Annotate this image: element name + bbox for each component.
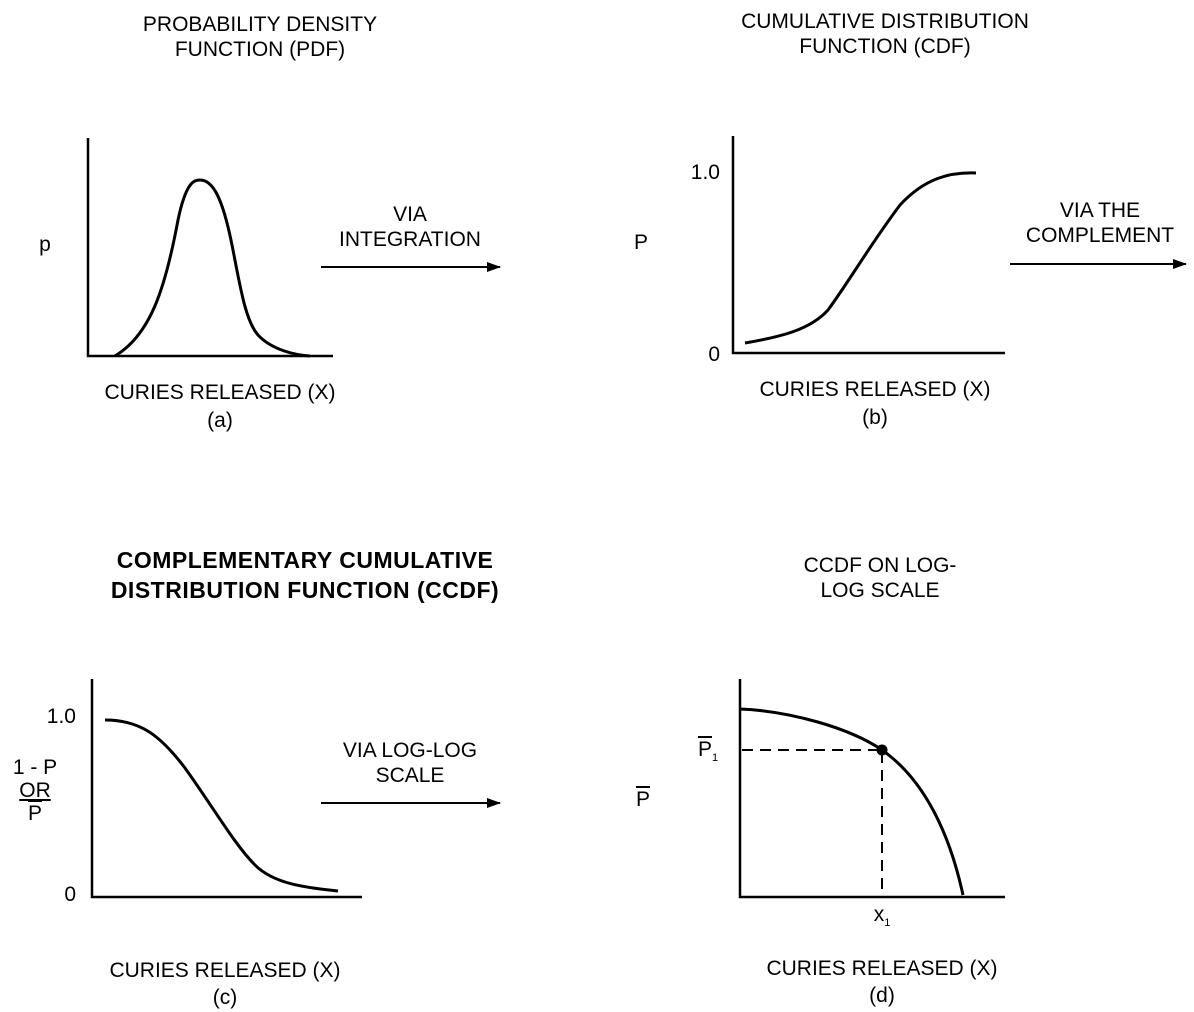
- integration-line1: VIA: [393, 203, 427, 226]
- ccdf-y-tick-top: 1.0: [46, 705, 76, 728]
- pdf-title: PROBABILITY DENSITY FUNCTION (PDF): [110, 12, 410, 62]
- pdf-axes: [86, 138, 333, 358]
- ccdf-x-label: CURIES RELEASED (X): [109, 959, 341, 982]
- cdf-y-tick-bottom: 0: [708, 343, 720, 366]
- pdf-title-line2: FUNCTION (PDF): [174, 38, 346, 61]
- cdf-title: CUMULATIVE DISTRIBUTION FUNCTION (CDF): [720, 9, 1050, 59]
- complement-line1: VIA THE: [1059, 199, 1141, 222]
- cdf-y-label: P: [633, 231, 648, 254]
- ccdf-y-tick-bottom: 0: [64, 883, 76, 906]
- loglog-title-line1: CCDF ON LOG-: [803, 554, 957, 577]
- highlighted-point: [876, 744, 888, 756]
- cdf-y-tick-top: 1.0: [690, 161, 720, 184]
- cdf-title-line2: FUNCTION (CDF): [799, 35, 971, 58]
- ccdf-title: COMPLEMENTARY CUMULATIVE DISTRIBUTION FU…: [70, 545, 540, 605]
- loglog-line2: SCALE: [375, 764, 445, 787]
- cdf-curve: [744, 171, 977, 345]
- loglog-line1: VIA LOG-LOG: [342, 739, 478, 762]
- cdf-axes: [731, 136, 1005, 355]
- ccdf-caption: (c): [212, 986, 238, 1009]
- cdf-caption: (b): [862, 406, 888, 429]
- loglog-x-label: CURIES RELEASED (X): [766, 957, 998, 980]
- point-x-label: x1: [862, 902, 902, 936]
- ccdf-y-label-line1: 1 - P: [12, 756, 58, 779]
- ccdf-y-label-line3: P: [27, 802, 42, 825]
- loglog-text: VIA LOG-LOG SCALE: [315, 738, 505, 788]
- point-x-label-main: x: [873, 903, 885, 926]
- pdf-x-label: CURIES RELEASED (X): [104, 381, 336, 404]
- loglog-curve: [739, 707, 965, 896]
- point-y-label-sub: 1: [712, 752, 719, 765]
- integration-line2: INTEGRATION: [339, 228, 481, 251]
- loglog-y-label: P: [635, 788, 650, 811]
- complement-text: VIA THE COMPLEMENT: [1010, 198, 1190, 248]
- ccdf-y-label: 1 - P OR P: [5, 756, 65, 825]
- loglog-caption: (d): [869, 984, 895, 1007]
- ccdf-title-line2: DISTRIBUTION FUNCTION (CCDF): [110, 577, 500, 603]
- integration-text: VIA INTEGRATION: [315, 202, 505, 252]
- ccdf-title-line1: COMPLEMENTARY CUMULATIVE: [116, 547, 494, 573]
- loglog-title: CCDF ON LOG- LOG SCALE: [780, 553, 980, 603]
- pdf-title-line1: PROBABILITY DENSITY: [142, 13, 378, 36]
- complement-line2: COMPLEMENT: [1025, 224, 1175, 247]
- point-y-label: P1: [698, 737, 738, 771]
- loglog-title-line2: LOG SCALE: [820, 579, 940, 602]
- ccdf-curve: [104, 718, 339, 893]
- pdf-caption: (a): [207, 409, 233, 432]
- point-x-label-sub: 1: [884, 917, 891, 930]
- ccdf-axes: [90, 679, 362, 899]
- cdf-title-line1: CUMULATIVE DISTRIBUTION: [741, 10, 1029, 33]
- pdf-curve: [114, 178, 311, 358]
- ccdf-y-label-line2: OR: [19, 779, 51, 802]
- pdf-y-label: p: [39, 233, 51, 256]
- point-y-label-main: P: [698, 738, 713, 761]
- cdf-x-label: CURIES RELEASED (X): [759, 378, 991, 401]
- loglog-axes: [738, 679, 1005, 899]
